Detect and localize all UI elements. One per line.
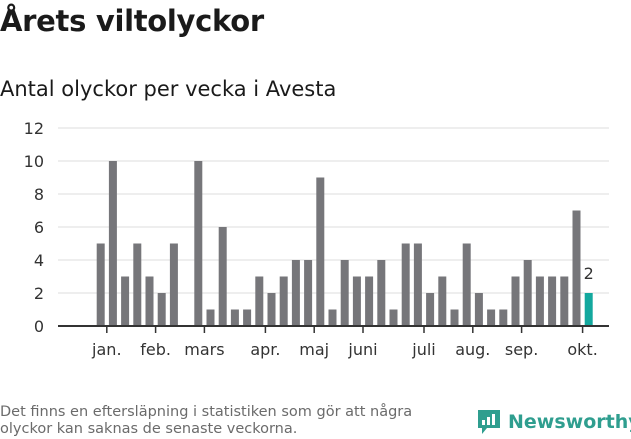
bar [291,260,300,326]
bar [572,210,581,326]
bar [243,309,252,326]
bar [304,260,313,326]
bar [389,309,398,326]
bar [267,293,276,326]
bar [328,309,337,326]
bar [548,276,557,326]
brand-logo: Newsworthy [476,408,631,436]
bar [450,309,459,326]
x-tick-label: juli [411,340,435,359]
bar [365,276,374,326]
x-tick-label: apr. [250,340,280,359]
bar [474,293,483,326]
bar [499,309,508,326]
bar [426,293,435,326]
bar [145,276,154,326]
y-tick-label: 2 [34,284,44,303]
x-tick-label: mars [184,340,224,359]
bar [169,243,178,326]
bar [462,243,471,326]
bar [96,243,105,326]
bar [413,243,422,326]
bar [340,260,349,326]
x-tick-label: okt. [567,340,597,359]
data-label: 2 [584,264,594,283]
bar [206,309,215,326]
bar-chart: 0 2 4 6 8 10 12 jan. feb. mars apr. maj juni juli aug.… [24,119,609,359]
x-tick-label: feb. [140,340,171,359]
chart-subtitle: Antal olyckor per vecka i Avesta [0,77,337,101]
bar [194,161,203,326]
bar [121,276,130,326]
x-tick-label: sep. [505,340,538,359]
y-tick-label: 12 [24,119,44,138]
y-tick-label: 4 [34,251,44,270]
newsworthy-logo-icon [478,410,500,434]
bar [316,177,325,326]
bar [230,309,239,326]
bar [157,293,166,326]
bar [133,243,142,326]
footnote: Det finns en eftersläpning i statistiken… [0,404,413,437]
x-tick-label: maj [299,340,329,359]
bar-highlight [584,293,593,326]
x-tick-label: jan. [91,340,121,359]
bar [523,260,532,326]
bar [438,276,447,326]
y-tick-label: 8 [34,185,44,204]
x-tick-label: juni [347,340,377,359]
x-tick-label: aug. [455,340,490,359]
y-tick-label: 6 [34,218,44,237]
bar [352,276,361,326]
y-tick-label: 0 [34,317,44,336]
bar [560,276,569,326]
bar [487,309,496,326]
bar [511,276,520,326]
bar [218,227,227,326]
bar [377,260,386,326]
bar [535,276,544,326]
chart-title: Årets viltolyckor [0,4,264,38]
bar [108,161,117,326]
bar [401,243,410,326]
bar [255,276,264,326]
bar [279,276,288,326]
y-tick-label: 10 [24,152,44,171]
brand-name: Newsworthy [508,411,631,433]
